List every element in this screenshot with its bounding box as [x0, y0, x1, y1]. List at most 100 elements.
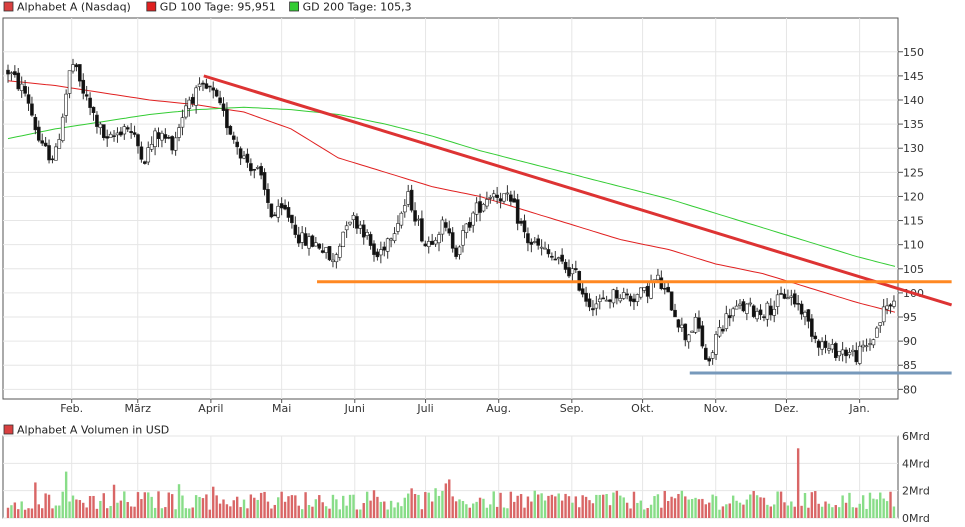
volume-bar: [533, 490, 536, 518]
candle-body: [474, 202, 479, 215]
volume-bar: [461, 501, 465, 518]
candle-body: [194, 87, 198, 106]
volume-bar: [711, 494, 714, 518]
volume-bar: [99, 500, 102, 518]
x-tick-label: Dez.: [774, 402, 799, 415]
candle-body: [690, 330, 694, 333]
candle-body: [365, 232, 369, 236]
candle-body: [601, 297, 605, 300]
candle-body: [406, 191, 411, 205]
volume-bar: [578, 507, 581, 518]
candle-body: [91, 106, 96, 113]
candle-body: [823, 340, 828, 348]
candle-body: [402, 205, 407, 213]
candle-body: [129, 131, 133, 134]
volume-bar: [369, 500, 372, 518]
volume-bar: [338, 509, 341, 518]
candle-body: [837, 350, 842, 357]
volume-bar: [324, 506, 328, 518]
candle-body: [464, 223, 469, 233]
volume-bar: [506, 508, 509, 518]
candle-body: [768, 305, 773, 316]
candle-body: [635, 294, 640, 302]
volume-bar: [632, 491, 636, 518]
candle-body: [515, 199, 520, 224]
volume-bar: [348, 494, 352, 518]
volume-bar: [865, 508, 868, 518]
candle-body: [789, 295, 794, 298]
volume-bar: [170, 494, 174, 518]
volume-bar: [485, 507, 489, 518]
candle-body: [273, 214, 277, 217]
candle-body: [461, 230, 465, 246]
volume-bar: [78, 500, 82, 518]
volume-bar: [728, 503, 731, 518]
volume-legend-swatch: [3, 424, 14, 435]
candle-body: [775, 294, 780, 307]
x-tick-label: Juli: [416, 402, 433, 415]
candle-body: [238, 148, 243, 159]
candle-body: [201, 82, 205, 85]
legend-swatch: [289, 1, 300, 12]
volume-bar: [567, 496, 571, 518]
volume-bar: [37, 504, 40, 518]
x-tick-label: Feb.: [60, 402, 83, 415]
volume-bar: [454, 501, 458, 518]
volume-bar: [181, 495, 184, 518]
volume-bar: [372, 490, 376, 518]
volume-bar: [430, 501, 434, 518]
candle-body: [512, 198, 517, 203]
volume-bar: [136, 492, 140, 518]
candle-body: [57, 139, 62, 149]
volume-bar: [584, 496, 588, 518]
candle-body: [673, 309, 677, 318]
vol-y-tick-label: 6Mrd: [902, 430, 930, 443]
candle-body: [409, 189, 414, 211]
volume-bar: [331, 494, 335, 518]
candle-body: [546, 249, 551, 255]
volume-bar: [824, 501, 827, 518]
y-tick-label: 90: [903, 335, 917, 348]
volume-bar: [328, 508, 331, 518]
candle-body: [556, 257, 561, 260]
candle-body: [78, 64, 82, 82]
candle-body: [36, 126, 41, 141]
volume-bar: [721, 506, 725, 518]
volume-bar: [663, 490, 666, 518]
candle-body: [23, 86, 27, 94]
candle-body: [389, 238, 393, 241]
volume-bar: [690, 499, 694, 518]
candle-body: [84, 94, 89, 97]
volume-bar: [68, 501, 71, 518]
candle-body: [214, 89, 219, 97]
candle-body: [724, 313, 729, 329]
volume-bar: [861, 495, 865, 518]
volume-bar: [858, 503, 861, 518]
candle-body: [550, 255, 554, 258]
volume-bar: [554, 496, 557, 518]
volume-bar: [708, 502, 711, 518]
volume-bar: [126, 502, 129, 518]
volume-bar: [492, 491, 495, 518]
volume-bar: [400, 506, 403, 518]
candle-body: [539, 246, 544, 249]
volume-bar: [557, 493, 560, 518]
volume-bar: [752, 490, 755, 518]
candle-body: [290, 214, 294, 224]
volume-bar: [684, 496, 687, 518]
volume-bar: [670, 496, 673, 518]
candle-body: [639, 287, 643, 298]
volume-bar: [489, 504, 492, 518]
candle-body: [283, 204, 287, 210]
volume-bar: [643, 509, 646, 518]
vol-y-tick-label: 2Mrd: [902, 485, 930, 498]
x-tick-label: Okt.: [631, 402, 654, 415]
candle-body: [745, 303, 749, 314]
candle-body: [560, 254, 564, 262]
x-tick-label: Jan.: [848, 402, 869, 415]
candle-body: [686, 334, 691, 343]
candle-body: [101, 124, 106, 139]
candle-body: [878, 322, 883, 326]
candle-body: [149, 144, 154, 150]
volume-bar: [475, 501, 478, 518]
